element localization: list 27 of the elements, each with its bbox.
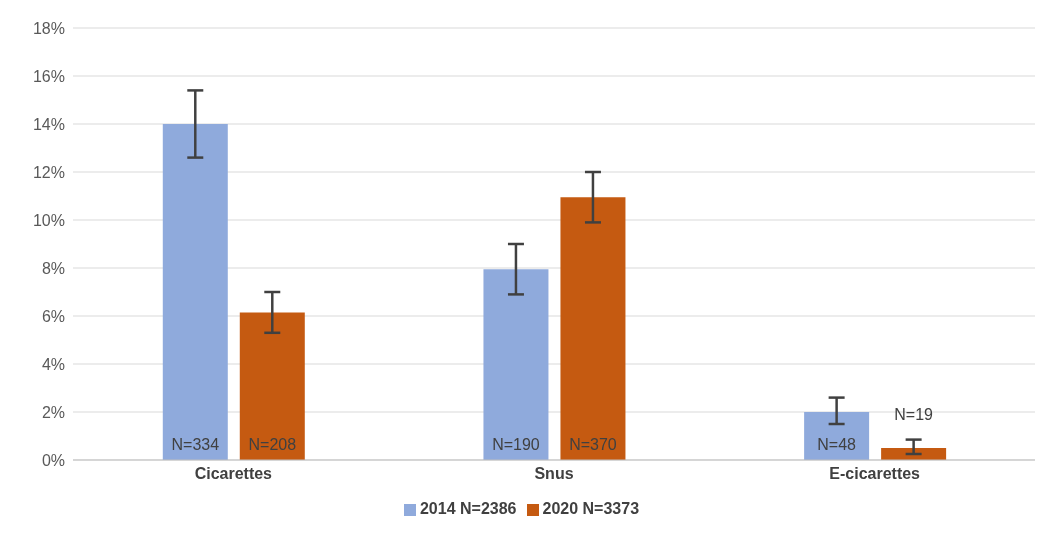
y-tick-label: 14% <box>32 115 65 133</box>
y-tick-label: 4% <box>41 355 65 373</box>
bar <box>162 124 228 460</box>
annotation: N=48 <box>817 436 857 453</box>
bar <box>804 412 870 460</box>
annotation: N=19 <box>894 406 934 423</box>
y-tick-label: 10% <box>32 211 65 229</box>
bar <box>483 269 549 460</box>
y-tick-label: 16% <box>32 67 65 85</box>
y-tick-label: 2% <box>41 403 65 421</box>
legend-label: 2014 N=2386 <box>419 500 517 517</box>
annotation: N=334 <box>171 436 220 453</box>
annotation: N=190 <box>492 436 540 453</box>
bar <box>239 312 305 460</box>
annotation: N=370 <box>569 436 617 453</box>
x-tick-label: Snus <box>534 465 574 483</box>
legend-label: 2020 N=3373 <box>542 500 640 517</box>
y-tick-label: 0% <box>41 451 65 469</box>
annotation: N=208 <box>248 436 297 453</box>
x-tick-label: E-cicarettes <box>829 465 921 483</box>
y-tick-label: 8% <box>41 259 65 277</box>
y-tick-label: 6% <box>41 307 65 325</box>
y-tick-label: 18% <box>32 19 65 37</box>
bar <box>560 197 626 460</box>
bar <box>881 448 947 460</box>
y-tick-label: 12% <box>32 163 65 181</box>
x-tick-label: Cicarettes <box>194 465 273 483</box>
